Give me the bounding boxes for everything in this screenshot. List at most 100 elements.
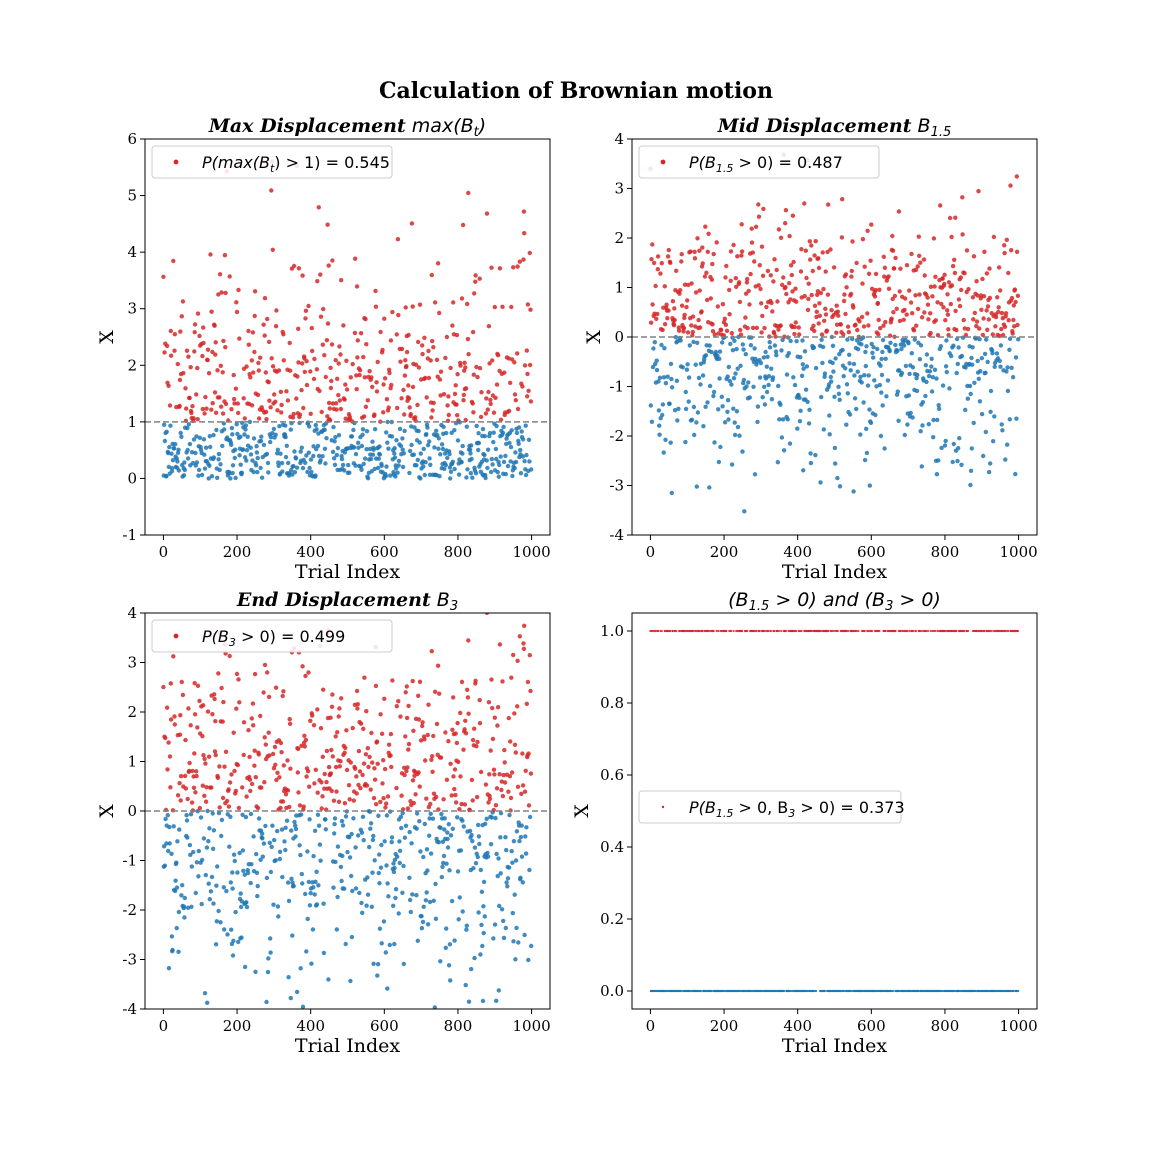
data-point [215,864,220,869]
data-point [734,346,739,352]
data-point [164,343,170,349]
data-point [702,274,708,279]
data-point [207,463,212,468]
data-point [357,368,363,373]
data-point [477,841,482,847]
data-point [435,261,441,266]
data-point [757,263,762,268]
data-point [201,325,206,330]
data-point [665,374,670,379]
data-point [941,305,946,310]
data-point [743,352,748,357]
data-point [244,364,249,369]
data-point [521,641,526,646]
data-point [529,467,534,472]
data-point [852,373,857,378]
data-point [292,470,298,475]
data-point [382,376,388,381]
data-point [377,881,382,886]
data-point [177,377,183,383]
data-point [746,380,751,385]
data-point [501,918,506,924]
data-point [662,346,667,351]
data-point [700,245,705,250]
data-point [169,451,174,456]
data-point [361,414,367,419]
y-tick-label: 0.4 [600,838,624,856]
data-point [741,347,746,352]
data-point [756,202,761,207]
data-point [1015,293,1021,298]
data-point [525,679,531,685]
data-point [319,409,324,415]
data-point [735,254,740,259]
data-point [492,304,497,310]
data-point [495,469,500,475]
data-point [161,422,167,427]
data-point [378,329,383,335]
data-point [313,879,318,884]
data-point [332,462,338,467]
data-point [264,451,270,457]
data-point [317,388,322,394]
data-point [217,272,223,277]
data-point [438,959,443,964]
data-point [480,998,486,1004]
data-point [264,417,269,422]
data-point [933,274,938,279]
data-point [425,443,431,448]
data-point [520,783,526,788]
data-point [465,695,471,700]
data-point [168,785,173,790]
data-point [1009,248,1014,253]
data-point [178,798,183,803]
data-point [828,374,833,380]
data-point [269,356,274,361]
data-point [780,629,783,633]
data-point [230,953,236,958]
data-point [303,316,308,321]
data-point [792,324,797,330]
data-point [871,629,874,633]
data-point [466,352,471,357]
data-point [396,911,401,916]
data-point [834,303,839,308]
data-point [270,431,275,436]
data-point [728,278,733,283]
data-point [526,803,532,808]
data-point [371,447,376,452]
data-point [320,794,325,799]
data-point [709,349,714,355]
data-point [230,432,235,437]
data-point [684,367,690,372]
data-point [931,417,936,423]
data-point [166,464,172,470]
data-point [203,445,209,450]
data-point [190,460,196,466]
data-point [780,337,785,343]
data-point [268,439,273,445]
data-point [527,459,532,464]
data-point [289,468,294,473]
x-tick-label: 400 [783,543,812,561]
data-point [865,228,870,233]
data-point [469,832,474,838]
data-point [221,338,226,344]
data-point [495,353,501,358]
data-point [956,345,961,350]
x-tick-label: 0 [159,543,169,561]
data-point [420,351,425,357]
data-point [303,460,308,465]
data-point [310,713,315,718]
data-point [897,318,903,324]
data-point [415,402,420,408]
data-point [179,314,184,319]
subplot-title: Max Displacement max(Bt) [208,115,486,140]
data-point [988,629,992,633]
data-point [316,823,322,828]
data-point [806,421,812,426]
data-point [199,901,204,907]
data-point [431,898,436,903]
data-point [926,629,930,633]
data-point [210,712,215,717]
